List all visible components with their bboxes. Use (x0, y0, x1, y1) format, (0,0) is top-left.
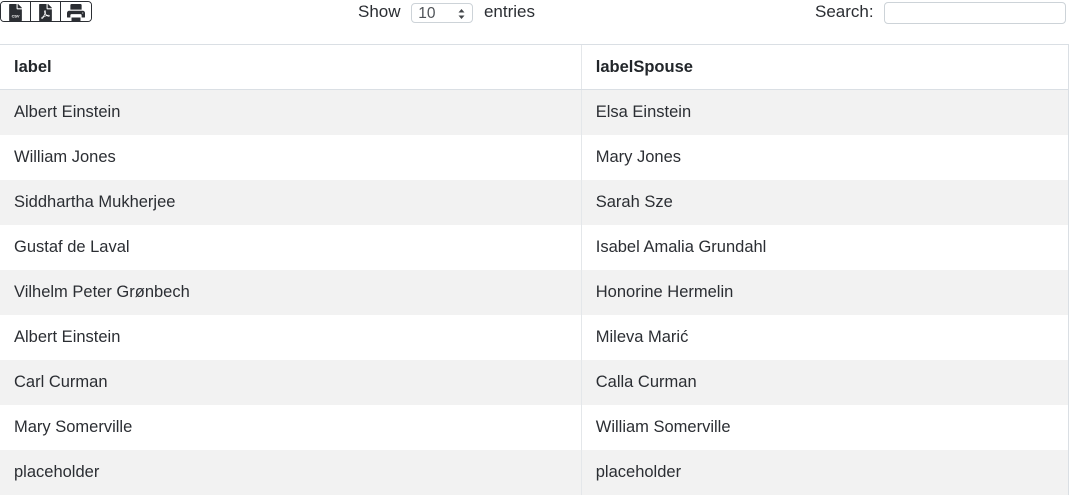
svg-text:CSV: CSV (12, 14, 20, 19)
